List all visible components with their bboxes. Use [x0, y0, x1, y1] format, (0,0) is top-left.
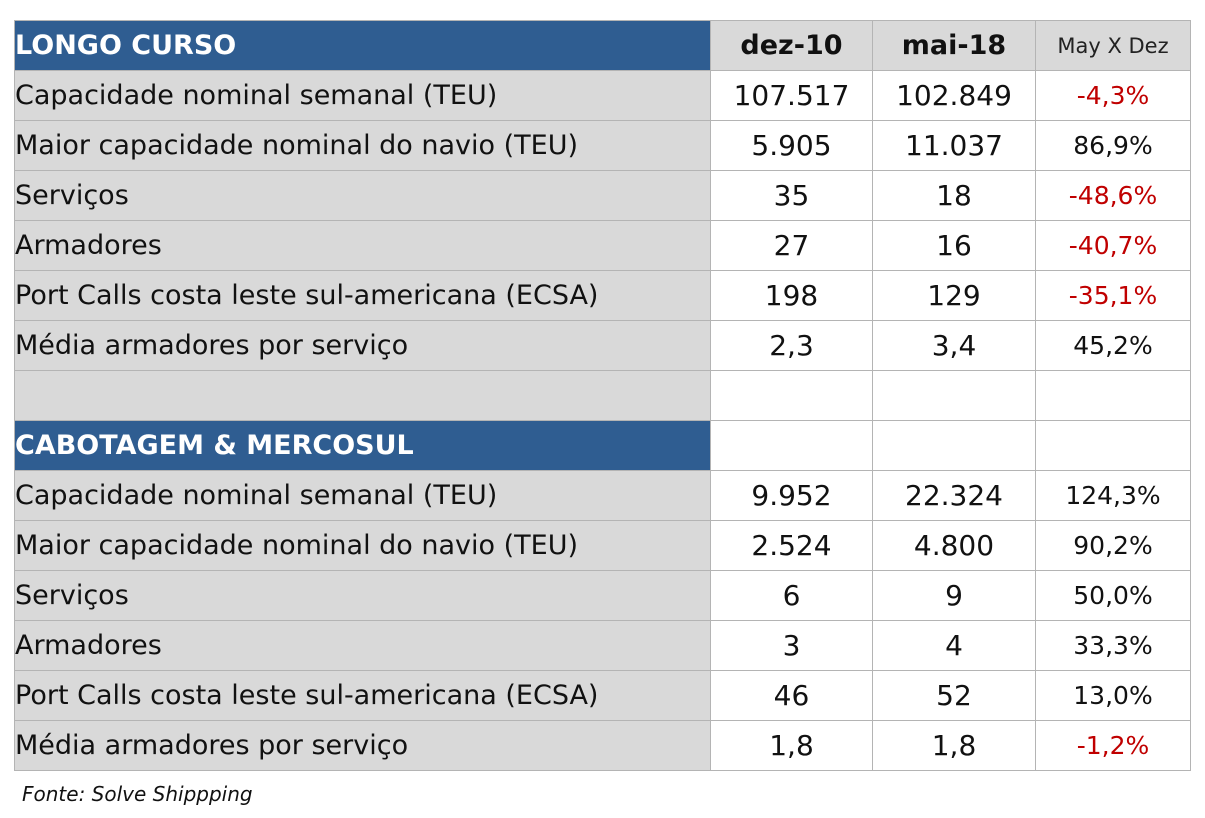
row-label: Armadores [14, 220, 711, 271]
value-change: 90,2% [1035, 520, 1191, 571]
value-dez-10: 2.524 [710, 520, 873, 571]
value-mai-18: 16 [872, 220, 1036, 271]
value-mai-18: 11.037 [872, 120, 1036, 171]
value-dez-10: 1,8 [710, 720, 873, 771]
table-row: Maior capacidade nominal do navio (TEU) … [14, 120, 1191, 171]
table-row: Média armadores por serviço 2,3 3,4 45,2… [14, 320, 1191, 371]
value-mai-18: 3,4 [872, 320, 1036, 371]
value-dez-10: 107.517 [710, 70, 873, 121]
value-mai-18: 4 [872, 620, 1036, 671]
value-dez-10: 198 [710, 270, 873, 321]
row-label: Média armadores por serviço [14, 320, 711, 371]
value-mai-18: 22.324 [872, 470, 1036, 521]
row-label: Média armadores por serviço [14, 720, 711, 771]
table-row: Serviços 6 9 50,0% [14, 570, 1191, 621]
table-row: Port Calls costa leste sul-americana (EC… [14, 670, 1191, 721]
spacer-row [14, 370, 1191, 421]
spacer-cell [872, 420, 1036, 471]
value-change: 50,0% [1035, 570, 1191, 621]
section-header-row: LONGO CURSO dez-10 mai-18 May X Dez [14, 20, 1191, 71]
data-table: LONGO CURSO dez-10 mai-18 May X Dez Capa… [14, 20, 1191, 771]
table-row: Capacidade nominal semanal (TEU) 9.952 2… [14, 470, 1191, 521]
row-label: Capacidade nominal semanal (TEU) [14, 70, 711, 121]
value-dez-10: 6 [710, 570, 873, 621]
value-dez-10: 2,3 [710, 320, 873, 371]
value-change: 45,2% [1035, 320, 1191, 371]
table-row: Média armadores por serviço 1,8 1,8 -1,2… [14, 720, 1191, 771]
value-mai-18: 1,8 [872, 720, 1036, 771]
value-mai-18: 102.849 [872, 70, 1036, 121]
section-title: LONGO CURSO [14, 20, 711, 71]
value-change: -4,3% [1035, 70, 1191, 121]
value-dez-10: 3 [710, 620, 873, 671]
value-dez-10: 35 [710, 170, 873, 221]
row-label: Serviços [14, 570, 711, 621]
spacer-cell [1035, 370, 1191, 421]
value-change: 33,3% [1035, 620, 1191, 671]
value-change: -1,2% [1035, 720, 1191, 771]
table-row: Serviços 35 18 -48,6% [14, 170, 1191, 221]
column-header-change: May X Dez [1035, 20, 1191, 71]
table-row: Armadores 27 16 -40,7% [14, 220, 1191, 271]
table-row: Armadores 3 4 33,3% [14, 620, 1191, 671]
row-label: Serviços [14, 170, 711, 221]
value-dez-10: 46 [710, 670, 873, 721]
value-change: -35,1% [1035, 270, 1191, 321]
spacer-cell [1035, 420, 1191, 471]
spacer-cell [710, 370, 873, 421]
table-row: Maior capacidade nominal do navio (TEU) … [14, 520, 1191, 571]
row-label: Maior capacidade nominal do navio (TEU) [14, 520, 711, 571]
table-row: Capacidade nominal semanal (TEU) 107.517… [14, 70, 1191, 121]
spacer-cell [710, 420, 873, 471]
source-note: Fonte: Solve Shippping [22, 782, 253, 806]
column-header-mai-18: mai-18 [872, 20, 1036, 71]
value-dez-10: 5.905 [710, 120, 873, 171]
value-change: -48,6% [1035, 170, 1191, 221]
value-dez-10: 9.952 [710, 470, 873, 521]
row-label: Port Calls costa leste sul-americana (EC… [14, 670, 711, 721]
row-label: Maior capacidade nominal do navio (TEU) [14, 120, 711, 171]
value-mai-18: 4.800 [872, 520, 1036, 571]
value-mai-18: 9 [872, 570, 1036, 621]
row-label: Port Calls costa leste sul-americana (EC… [14, 270, 711, 321]
value-dez-10: 27 [710, 220, 873, 271]
value-change: 13,0% [1035, 670, 1191, 721]
value-change: -40,7% [1035, 220, 1191, 271]
value-mai-18: 129 [872, 270, 1036, 321]
spacer-cell [14, 370, 711, 421]
section-header-row: CABOTAGEM & MERCOSUL [14, 420, 1191, 471]
column-header-dez-10: dez-10 [710, 20, 873, 71]
section-title: CABOTAGEM & MERCOSUL [14, 420, 711, 471]
row-label: Armadores [14, 620, 711, 671]
value-mai-18: 18 [872, 170, 1036, 221]
table-row: Port Calls costa leste sul-americana (EC… [14, 270, 1191, 321]
spacer-cell [872, 370, 1036, 421]
value-change: 86,9% [1035, 120, 1191, 171]
row-label: Capacidade nominal semanal (TEU) [14, 470, 711, 521]
value-change: 124,3% [1035, 470, 1191, 521]
value-mai-18: 52 [872, 670, 1036, 721]
